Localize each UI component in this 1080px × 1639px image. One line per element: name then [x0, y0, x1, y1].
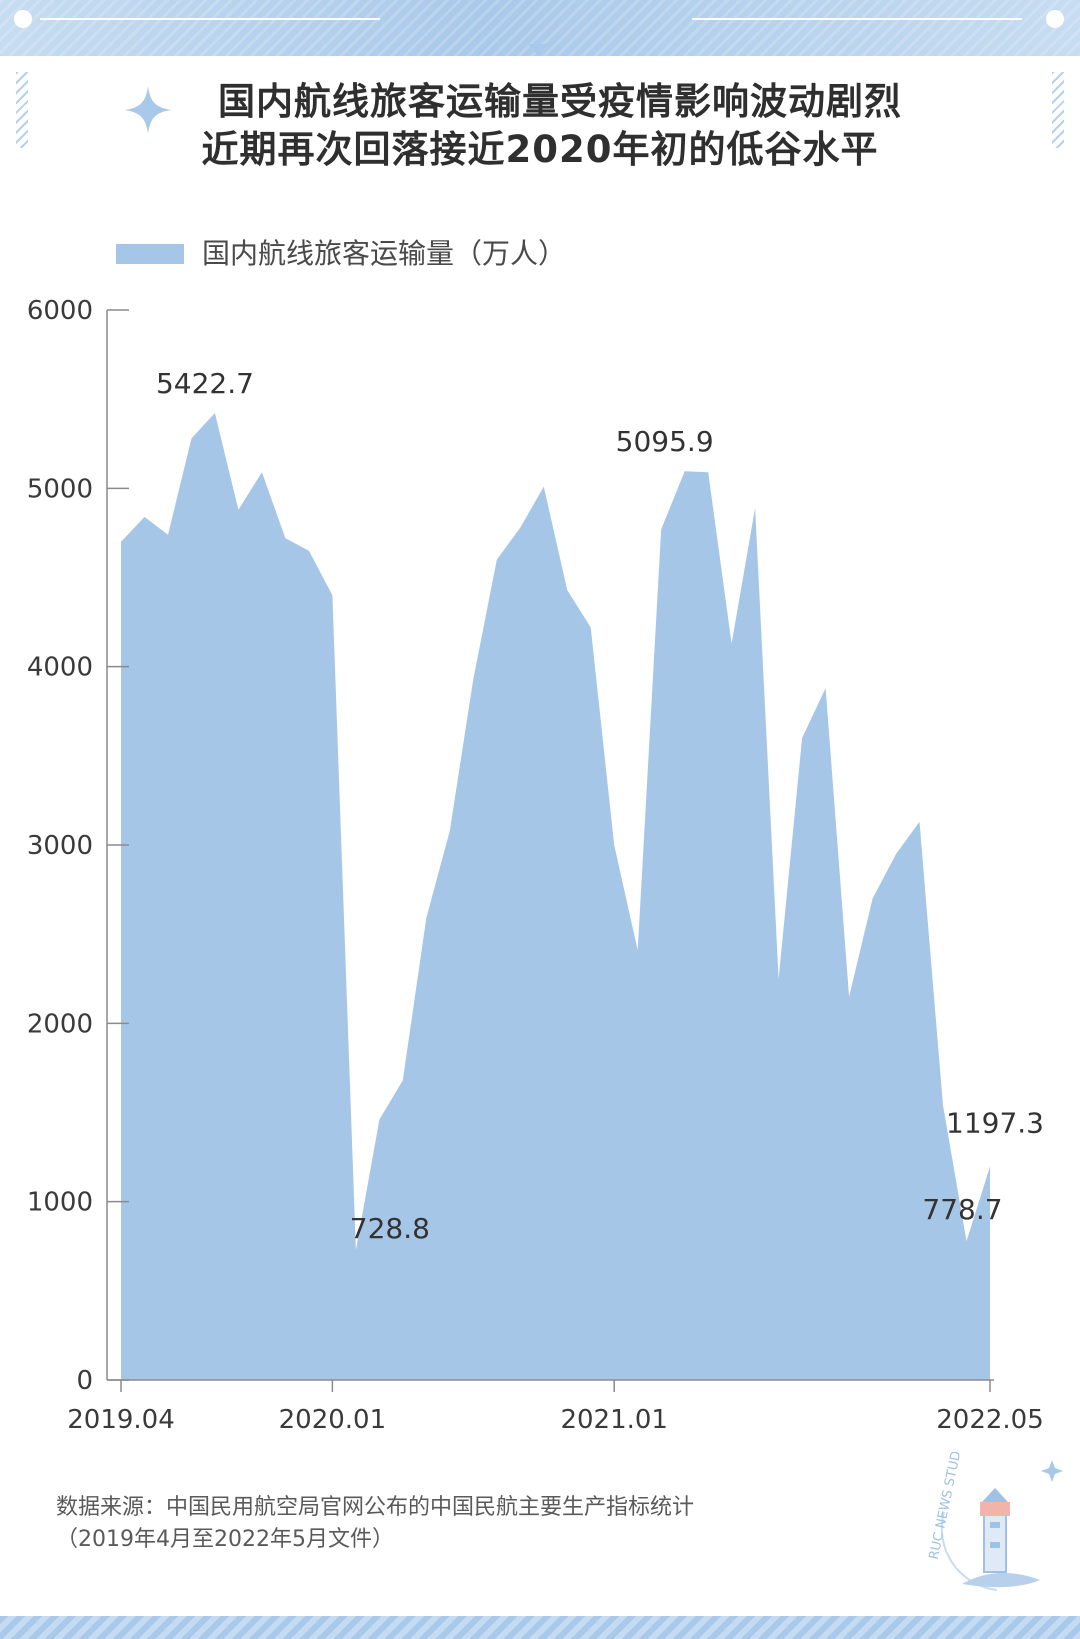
x-tick-label: 2019.04 — [67, 1405, 175, 1435]
y-tick-label: 3000 — [27, 831, 93, 861]
right-hatch-decoration — [1052, 72, 1064, 148]
x-tick-label: 2020.01 — [279, 1405, 387, 1435]
title-line-1: 国内航线旅客运输量受疫情影响波动剧烈 — [218, 80, 902, 123]
title-line-2: 近期再次回落接近2020年初的低谷水平 — [201, 128, 879, 171]
x-tick-label: 2022.05 — [936, 1405, 1044, 1435]
legend-swatch — [116, 244, 184, 264]
x-tick-label: 2021.01 — [560, 1405, 668, 1435]
source-line-1: 数据来源：中国民用航空局官网公布的中国民航主要生产指标统计 — [56, 1495, 695, 1520]
top-right-line — [692, 18, 1022, 20]
y-tick-label: 4000 — [27, 653, 93, 683]
y-tick-label: 5000 — [27, 474, 93, 504]
legend-label: 国内航线旅客运输量（万人） — [202, 237, 567, 270]
bottom-banner — [0, 1616, 1080, 1639]
studio-logo: RUC NEWS STUDIO — [927, 1452, 1063, 1591]
logo-text: RUC NEWS STUDIO — [927, 1452, 968, 1561]
area-chart: 0 1000 2000 3000 4000 5000 6000 2019.04 2020.01 2… — [27, 296, 1044, 1435]
data-label: 728.8 — [350, 1212, 430, 1245]
y-tick-label: 6000 — [27, 296, 93, 326]
top-right-dot — [1046, 10, 1064, 28]
source-line-2: （2019年4月至2022年5月文件） — [56, 1527, 394, 1552]
top-left-line — [40, 18, 380, 20]
sparkle-icon — [124, 86, 172, 134]
top-banner — [0, 0, 1080, 56]
y-tick-label: 0 — [76, 1366, 93, 1396]
chart-title: 国内航线旅客运输量受疫情影响波动剧烈 近期再次回落接近2020年初的低谷水平 — [0, 78, 1080, 174]
data-label: 5422.7 — [156, 367, 254, 400]
series-area — [121, 413, 990, 1380]
y-tick-label: 2000 — [27, 1009, 93, 1039]
data-label: 5095.9 — [616, 425, 714, 458]
data-label: 1197.3 — [946, 1106, 1044, 1139]
data-source-note: 数据来源：中国民用航空局官网公布的中国民航主要生产指标统计 （2019年4月至2… — [56, 1492, 694, 1556]
data-label: 778.7 — [922, 1193, 1002, 1226]
top-left-dot — [14, 10, 32, 28]
y-tick-label: 1000 — [27, 1188, 93, 1218]
left-hatch-decoration — [16, 72, 28, 148]
top-banner-notch — [528, 44, 548, 56]
